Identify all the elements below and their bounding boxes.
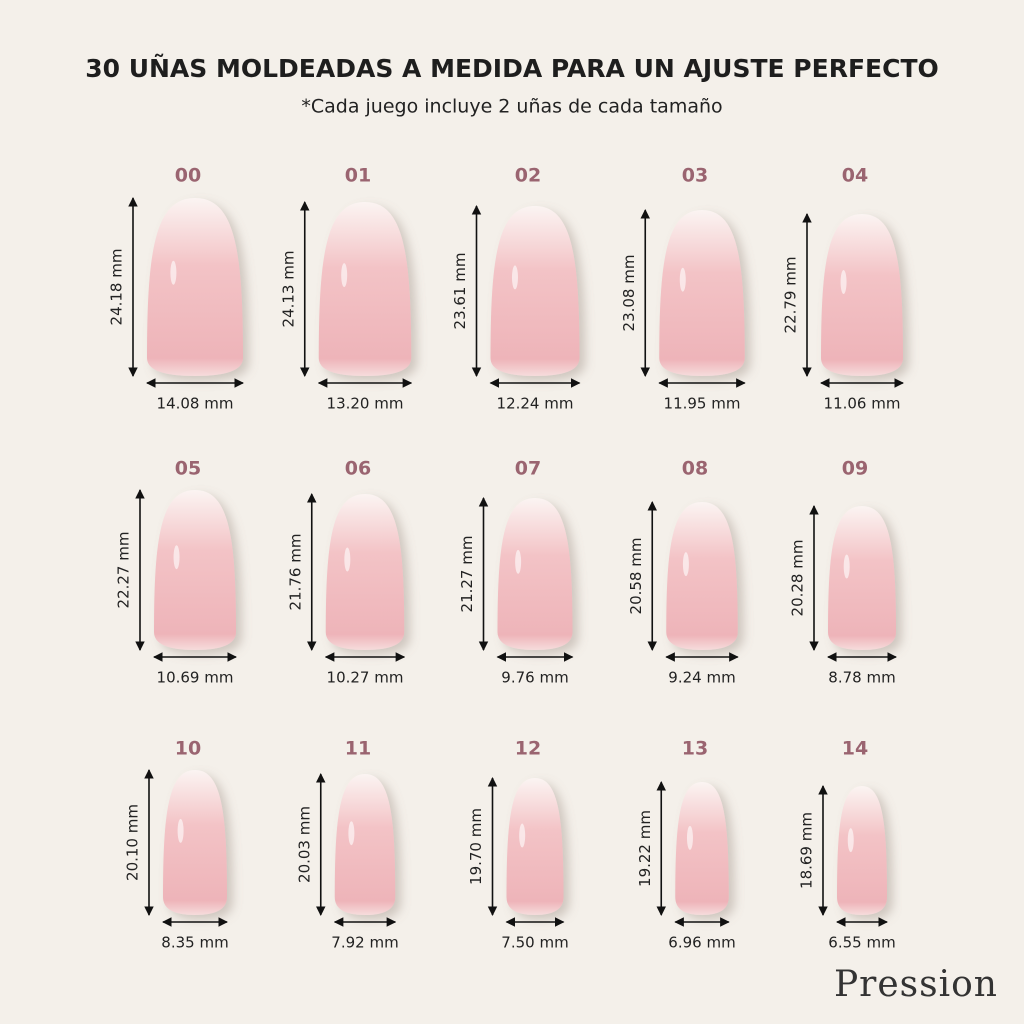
nail-shine — [682, 552, 689, 577]
width-text: 6.55 mm — [828, 934, 895, 952]
nail-shine — [173, 545, 180, 570]
nail — [154, 490, 236, 650]
title: 30 UÑAS MOLDEADAS A MEDIDA PARA UN AJUST… — [85, 54, 939, 83]
size-label: 12 — [515, 738, 541, 760]
nail-shine — [847, 828, 854, 853]
size-label: 10 — [175, 738, 201, 760]
size-label: 09 — [842, 458, 868, 480]
height-text: 19.70 mm — [467, 808, 485, 885]
height-text: 22.27 mm — [115, 532, 133, 609]
width-text: 8.35 mm — [161, 934, 228, 952]
nail-shine — [519, 823, 526, 848]
nail-shine — [686, 825, 693, 850]
nail — [163, 770, 227, 915]
width-text: 6.96 mm — [668, 934, 735, 952]
nail-shine — [515, 549, 522, 574]
nail — [490, 206, 580, 376]
nail — [828, 506, 896, 650]
brand: Pression — [834, 964, 998, 1005]
height-text: 20.03 mm — [295, 806, 313, 883]
nail-shine — [341, 263, 348, 288]
nail — [334, 774, 396, 915]
width-text: 8.78 mm — [828, 669, 895, 687]
size-label: 03 — [682, 165, 708, 187]
size-label: 11 — [345, 738, 371, 760]
width-text: 10.69 mm — [157, 669, 234, 687]
nail-shine — [840, 270, 847, 295]
nail — [675, 782, 729, 915]
nail — [506, 778, 564, 915]
height-text: 20.10 mm — [124, 804, 142, 881]
size-label: 00 — [175, 165, 201, 187]
nail-shine — [679, 267, 686, 292]
nail — [318, 202, 412, 376]
nail-shine — [511, 265, 518, 290]
height-text: 24.18 mm — [108, 249, 126, 326]
subtitle: *Cada juego incluye 2 uñas de cada tamañ… — [301, 96, 722, 118]
nail — [821, 214, 903, 376]
size-label: 01 — [345, 165, 371, 187]
nail-shine — [348, 821, 355, 846]
height-text: 23.61 mm — [451, 253, 469, 330]
nail — [666, 502, 738, 650]
height-text: 21.76 mm — [286, 534, 304, 611]
nail-shine — [177, 818, 184, 843]
width-text: 13.20 mm — [327, 395, 404, 413]
nail — [659, 210, 745, 376]
nail-shine — [170, 260, 177, 285]
nail — [497, 498, 573, 650]
height-text: 24.13 mm — [279, 251, 297, 328]
width-text: 11.95 mm — [664, 395, 741, 413]
width-text: 7.92 mm — [331, 934, 398, 952]
width-text: 9.24 mm — [668, 669, 735, 687]
nail-shine — [843, 554, 850, 579]
height-text: 20.28 mm — [789, 540, 807, 617]
nail — [147, 198, 243, 376]
width-text: 9.76 mm — [501, 669, 568, 687]
width-text: 14.08 mm — [157, 395, 234, 413]
size-label: 14 — [842, 738, 868, 760]
height-text: 23.08 mm — [620, 255, 638, 332]
height-text: 20.58 mm — [627, 538, 645, 615]
nail — [837, 786, 887, 915]
nail — [325, 494, 405, 650]
height-text: 21.27 mm — [458, 536, 476, 613]
height-text: 22.79 mm — [782, 257, 800, 334]
size-label: 08 — [682, 458, 708, 480]
size-label: 06 — [345, 458, 371, 480]
width-text: 11.06 mm — [824, 395, 901, 413]
width-text: 12.24 mm — [497, 395, 574, 413]
height-text: 19.22 mm — [636, 810, 654, 887]
size-label: 13 — [682, 738, 708, 760]
size-label: 05 — [175, 458, 201, 480]
width-text: 7.50 mm — [501, 934, 568, 952]
size-label: 07 — [515, 458, 541, 480]
nail-shine — [344, 547, 351, 572]
size-label: 04 — [842, 165, 868, 187]
width-text: 10.27 mm — [327, 669, 404, 687]
size-label: 02 — [515, 165, 541, 187]
height-text: 18.69 mm — [798, 812, 816, 889]
